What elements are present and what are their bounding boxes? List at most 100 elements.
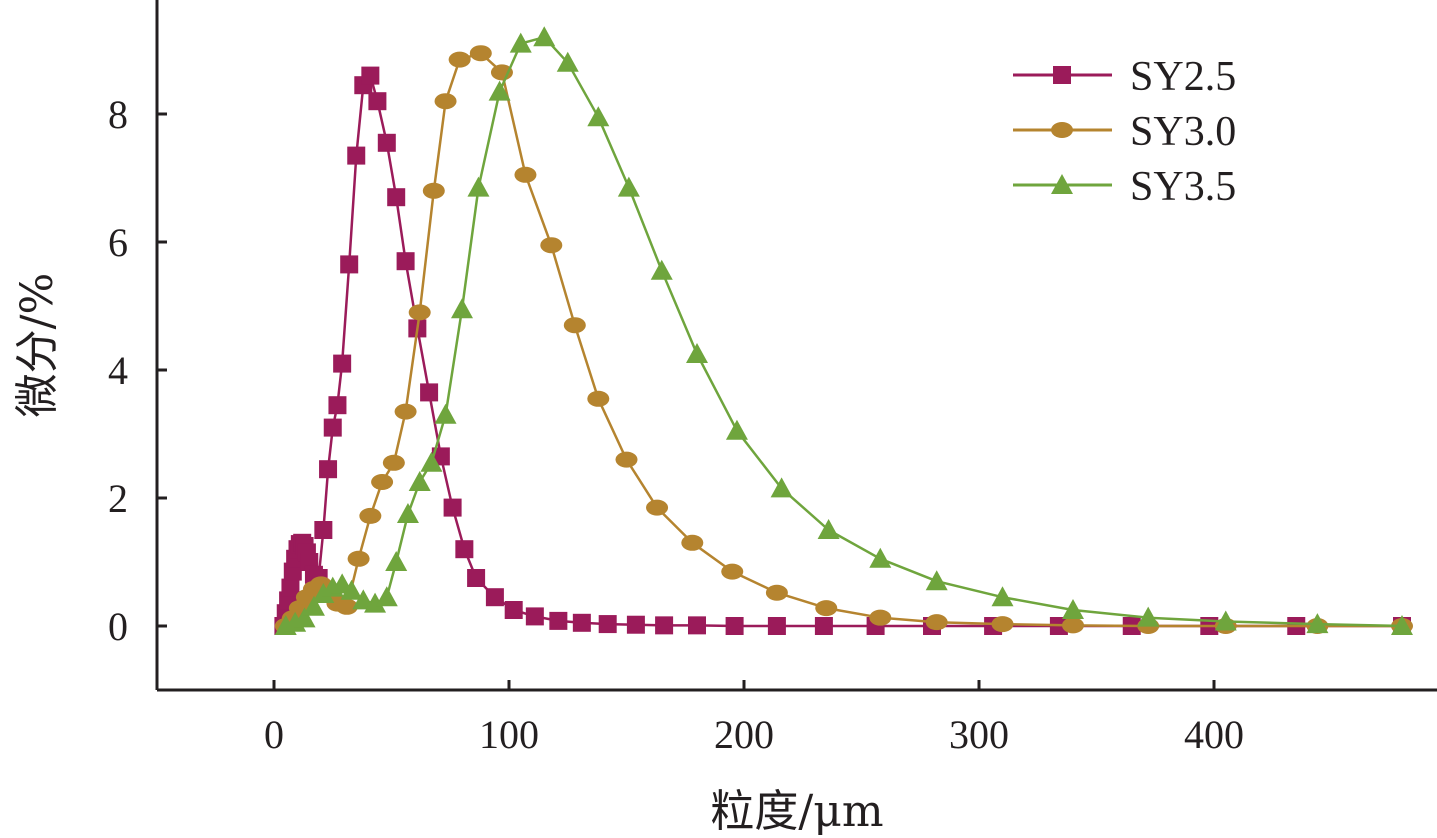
data-point-sy3-5	[467, 176, 490, 197]
y-axis-title: 微分/%	[12, 273, 63, 418]
data-point-sy2-5	[377, 133, 396, 152]
series-layer	[274, 26, 1413, 635]
data-point-sy2-5	[455, 540, 474, 559]
data-point-sy2-5	[572, 613, 591, 632]
data-point-sy2-5	[281, 578, 300, 597]
y-tick-label: 8	[108, 92, 128, 137]
data-point-sy3-5	[556, 51, 579, 72]
data-point-sy2-5	[467, 569, 486, 587]
data-point-sy2-5	[655, 616, 674, 635]
data-point-sy3-5	[1214, 610, 1237, 631]
data-point-sy2-5	[319, 460, 338, 479]
data-point-sy2-5	[314, 521, 333, 539]
x-tick-label: 0	[264, 712, 284, 757]
data-point-sy3-0	[925, 614, 948, 631]
legend-label: SY2.5	[1130, 54, 1236, 100]
data-point-sy2-5	[525, 607, 544, 626]
data-point-sy2-5	[626, 615, 645, 634]
legend-item-sy3-0: SY3.0	[1013, 109, 1236, 155]
data-point-sy2-5	[420, 383, 439, 402]
data-point-sy3-5	[293, 607, 316, 628]
x-tick-label: 200	[714, 712, 774, 757]
data-point-sy3-5	[1391, 615, 1413, 635]
data-point-sy3-5	[302, 595, 325, 616]
data-point-sy2-5	[549, 611, 568, 630]
x-axis-title: 粒度/μm	[710, 786, 883, 837]
data-point-sy3-0	[382, 454, 405, 471]
data-point-sy3-0	[448, 51, 471, 68]
legend-marker	[1051, 122, 1073, 138]
legend-label: SY3.0	[1130, 109, 1236, 155]
series-sy2-5	[274, 66, 1411, 635]
data-point-sy3-5	[451, 298, 473, 319]
data-point-sy3-5	[385, 551, 408, 571]
y-tick-label: 0	[108, 604, 128, 649]
data-point-sy2-5	[767, 617, 786, 635]
data-point-sy3-5	[650, 259, 673, 280]
data-point-sy3-5	[509, 32, 532, 53]
data-point-sy3-0	[587, 390, 610, 407]
data-point-sy2-5	[396, 252, 415, 271]
data-point-sy3-0	[646, 499, 669, 516]
x-tick-label: 300	[949, 712, 1009, 757]
data-point-sy2-5	[443, 498, 462, 517]
data-point-sy3-0	[408, 304, 431, 321]
data-point-sy3-5	[420, 451, 443, 472]
data-point-sy2-5	[387, 188, 406, 207]
data-point-sy3-5	[408, 471, 431, 491]
data-point-sy3-0	[681, 534, 704, 551]
data-point-sy3-5	[725, 419, 748, 440]
data-point-sy3-5	[1137, 606, 1160, 627]
data-point-sy3-5	[1306, 613, 1329, 634]
legend-marker	[1051, 174, 1073, 194]
data-point-sy3-0	[615, 451, 638, 468]
data-point-sy2-5	[323, 418, 342, 437]
data-point-sy3-5	[587, 106, 610, 127]
legend-label: SY3.5	[1130, 164, 1236, 210]
series-sy3-5	[274, 26, 1413, 635]
data-point-sy2-5	[368, 92, 387, 111]
data-point-sy3-0	[514, 166, 537, 183]
data-point-sy3-0	[422, 182, 445, 199]
data-point-sy3-5	[991, 586, 1014, 607]
ticks: 0 100 200 300 400 0 2 4 6 8	[108, 92, 1244, 757]
data-point-sy3-0	[335, 598, 358, 615]
data-point-sy3-5	[686, 343, 708, 363]
data-point-sy3-5	[434, 403, 457, 424]
legend-marker	[1053, 66, 1071, 84]
data-point-sy3-0	[765, 584, 788, 601]
data-point-sy2-5	[688, 616, 706, 635]
data-point-sy3-0	[434, 93, 457, 110]
data-point-sy2-5	[361, 66, 380, 85]
y-tick-label: 2	[108, 476, 128, 521]
data-point-sy3-0	[563, 317, 586, 334]
legend-item-sy3-5: SY3.5	[1013, 164, 1236, 210]
data-point-sy3-5	[817, 519, 840, 539]
data-point-sy3-5	[869, 547, 892, 568]
data-point-sy3-0	[721, 563, 744, 580]
y-tick-label: 6	[108, 220, 128, 265]
data-point-sy2-5	[814, 617, 833, 635]
data-point-sy3-0	[371, 474, 394, 490]
data-point-sy2-5	[485, 588, 504, 607]
data-point-sy3-0	[359, 507, 382, 524]
data-point-sy3-0	[347, 550, 370, 567]
data-point-sy3-5	[396, 503, 419, 523]
data-point-sy3-5	[617, 176, 640, 197]
legend: SY2.5 SY3.0 SY3.5	[1013, 54, 1236, 210]
data-point-sy3-0	[869, 609, 892, 626]
series-sy3-0	[274, 45, 1413, 634]
data-point-sy3-0	[469, 45, 492, 62]
data-point-sy3-5	[533, 26, 556, 47]
data-point-sy2-5	[598, 615, 617, 634]
data-point-sy3-5	[1062, 599, 1084, 619]
data-point-sy3-0	[815, 600, 838, 617]
y-tick-label: 4	[108, 348, 128, 393]
data-point-sy3-0	[1062, 617, 1084, 634]
data-point-sy3-5	[312, 583, 335, 603]
data-point-sy3-5	[488, 80, 511, 101]
data-point-sy2-5	[328, 396, 347, 415]
series-line-sy2-5	[282, 74, 1402, 628]
data-point-sy2-5	[347, 146, 366, 165]
